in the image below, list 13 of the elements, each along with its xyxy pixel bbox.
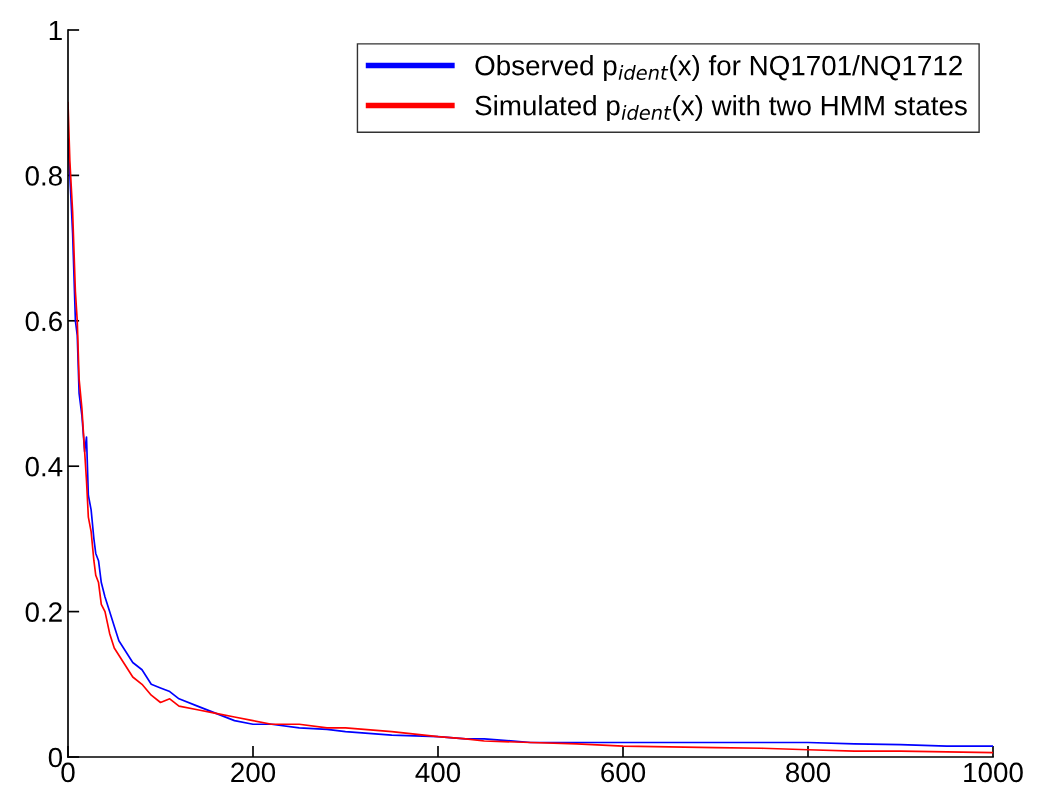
legend-label: Simulated p$_{ident}$(x) with two HMM states xyxy=(475,95,967,121)
x-tick-label: 600 xyxy=(601,762,646,783)
x-tick-label: 400 xyxy=(415,762,461,783)
y-tick-label: 0 xyxy=(48,747,63,768)
x-tick-label: 800 xyxy=(786,762,831,783)
y-tick-label: 1 xyxy=(49,20,62,41)
y-tick-label: 0.6 xyxy=(25,311,62,332)
y-tick-label: 0.8 xyxy=(25,166,62,186)
y-tick-label: 0.2 xyxy=(25,602,62,622)
y-tick-label: 0.4 xyxy=(25,456,63,477)
x-tick-label: 1000 xyxy=(964,762,1023,783)
x-tick-label: 200 xyxy=(231,762,276,783)
legend-label: Observed p$_{ident}$(x) for NQ1701/NQ1712 xyxy=(475,55,962,81)
